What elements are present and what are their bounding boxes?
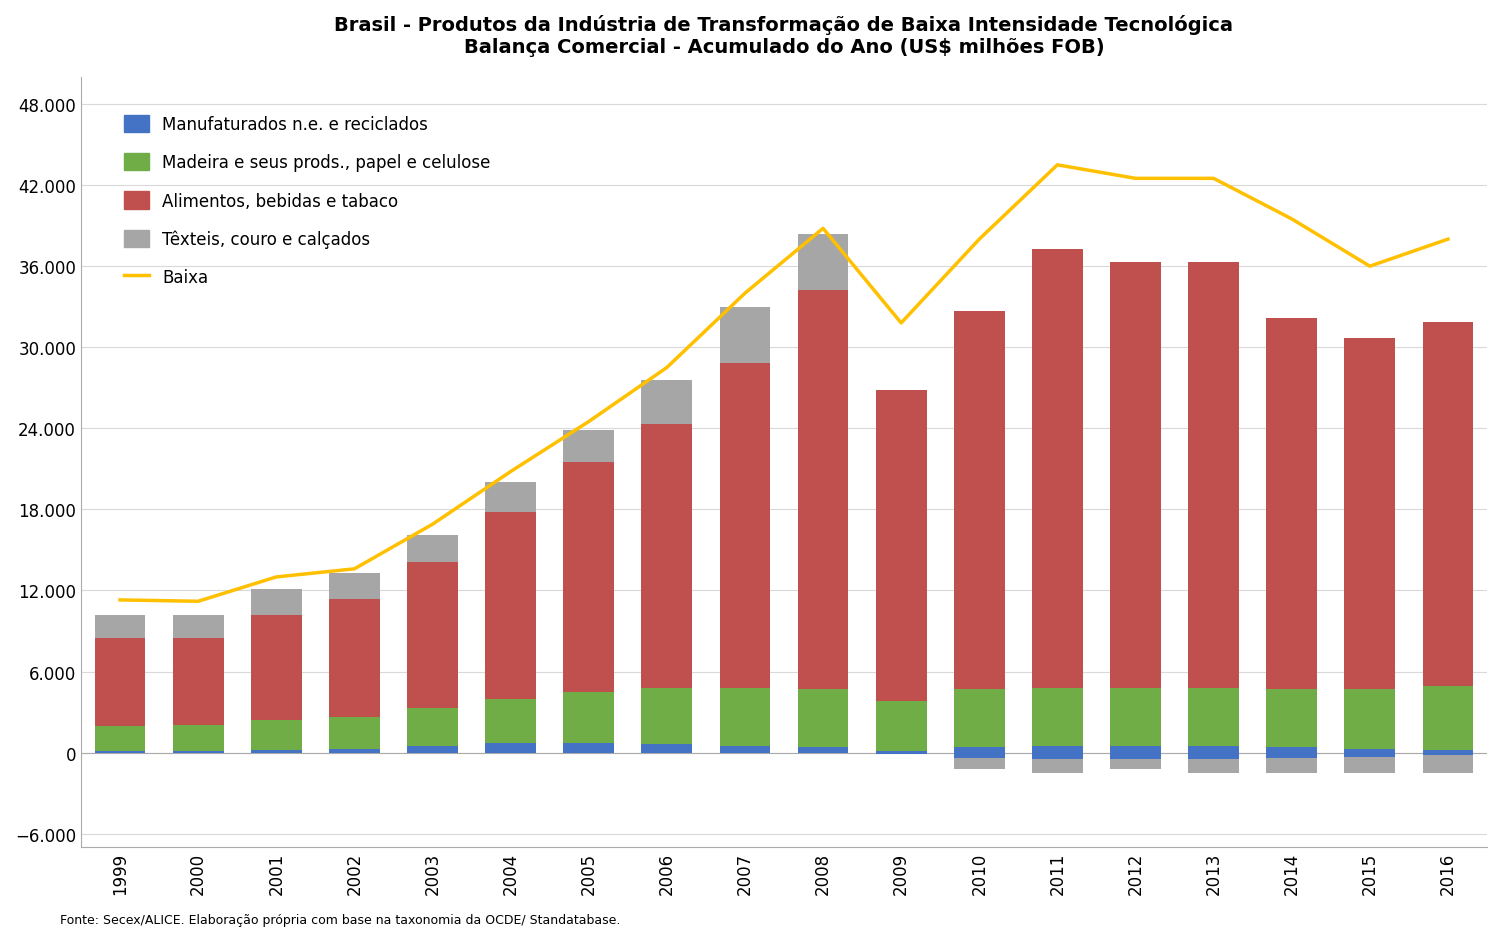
Bar bbox=[407, 562, 458, 708]
Bar bbox=[1266, 318, 1317, 690]
Bar bbox=[1344, 690, 1395, 749]
Bar bbox=[641, 744, 692, 753]
Bar bbox=[329, 599, 380, 717]
Bar bbox=[95, 727, 146, 751]
Bar bbox=[407, 708, 458, 746]
Bar bbox=[1344, 749, 1395, 753]
Bar bbox=[641, 688, 692, 744]
Bar bbox=[1188, 753, 1239, 773]
Bar bbox=[1032, 753, 1083, 773]
Bar bbox=[641, 380, 692, 425]
Bar bbox=[954, 753, 1005, 758]
Bar bbox=[876, 702, 927, 752]
Bar bbox=[95, 616, 146, 638]
Bar bbox=[954, 690, 1005, 747]
Bar bbox=[1266, 747, 1317, 753]
Bar bbox=[407, 746, 458, 753]
Bar bbox=[485, 699, 536, 743]
Bar bbox=[1032, 250, 1083, 688]
Text: Fonte: Secex/ALICE. Elaboração própria com base na taxonomia da OCDE/ Standataba: Fonte: Secex/ALICE. Elaboração própria c… bbox=[60, 913, 620, 926]
Bar bbox=[719, 364, 771, 688]
Bar bbox=[173, 725, 224, 751]
Bar bbox=[563, 743, 614, 753]
Bar bbox=[719, 688, 771, 746]
Bar bbox=[1188, 753, 1239, 759]
Bar bbox=[798, 690, 849, 747]
Bar bbox=[407, 535, 458, 562]
Bar bbox=[1266, 690, 1317, 747]
Bar bbox=[954, 747, 1005, 753]
Bar bbox=[1110, 263, 1161, 688]
Bar bbox=[563, 431, 614, 462]
Bar bbox=[329, 749, 380, 753]
Bar bbox=[485, 743, 536, 753]
Bar bbox=[876, 752, 927, 753]
Bar bbox=[1344, 339, 1395, 690]
Bar bbox=[1032, 746, 1083, 753]
Bar bbox=[719, 307, 771, 364]
Bar bbox=[1422, 753, 1473, 773]
Bar bbox=[876, 753, 927, 754]
Bar bbox=[1266, 753, 1317, 758]
Bar bbox=[1344, 753, 1395, 773]
Bar bbox=[798, 235, 849, 291]
Bar bbox=[563, 462, 614, 692]
Bar bbox=[485, 512, 536, 699]
Bar bbox=[798, 291, 849, 690]
Title: Brasil - Produtos da Indústria de Transformação de Baixa Intensidade Tecnológica: Brasil - Produtos da Indústria de Transf… bbox=[335, 15, 1233, 57]
Bar bbox=[1188, 688, 1239, 746]
Bar bbox=[173, 751, 224, 753]
Bar bbox=[876, 391, 927, 702]
Bar bbox=[1422, 750, 1473, 753]
Bar bbox=[1110, 753, 1161, 759]
Bar bbox=[251, 615, 302, 720]
Bar bbox=[954, 753, 1005, 769]
Bar bbox=[1422, 753, 1473, 755]
Bar bbox=[173, 638, 224, 725]
Bar bbox=[329, 574, 380, 599]
Bar bbox=[1188, 263, 1239, 688]
Bar bbox=[251, 750, 302, 753]
Bar bbox=[173, 616, 224, 638]
Bar bbox=[1032, 753, 1083, 759]
Bar bbox=[1110, 746, 1161, 753]
Bar bbox=[1344, 753, 1395, 757]
Bar bbox=[1422, 322, 1473, 687]
Bar bbox=[1422, 687, 1473, 750]
Bar bbox=[798, 747, 849, 753]
Bar bbox=[719, 746, 771, 753]
Bar bbox=[329, 717, 380, 749]
Legend: Manufaturados n.e. e reciclados, Madeira e seus prods., papel e celulose, Alimen: Manufaturados n.e. e reciclados, Madeira… bbox=[117, 110, 497, 293]
Bar bbox=[954, 312, 1005, 690]
Bar bbox=[1110, 688, 1161, 746]
Bar bbox=[1032, 688, 1083, 746]
Bar bbox=[251, 720, 302, 750]
Bar bbox=[1110, 753, 1161, 769]
Bar bbox=[1188, 746, 1239, 753]
Bar bbox=[95, 638, 146, 727]
Bar bbox=[1266, 753, 1317, 773]
Bar bbox=[563, 692, 614, 743]
Bar bbox=[485, 483, 536, 512]
Bar bbox=[251, 589, 302, 615]
Bar bbox=[641, 425, 692, 688]
Bar bbox=[95, 751, 146, 753]
